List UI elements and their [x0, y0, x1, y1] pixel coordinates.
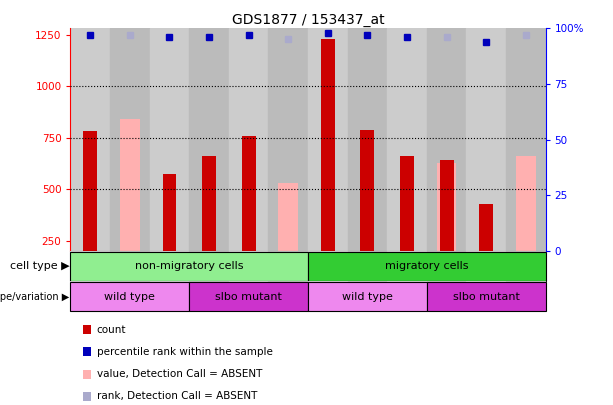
- Bar: [440, 160, 454, 251]
- Text: slbo mutant: slbo mutant: [453, 292, 520, 302]
- Bar: [150, 28, 189, 251]
- Bar: [150, 281, 189, 312]
- Bar: [229, 28, 268, 251]
- Bar: [466, 28, 506, 251]
- Text: value, Detection Call = ABSENT: value, Detection Call = ABSENT: [97, 369, 262, 379]
- Bar: [268, 28, 308, 251]
- Bar: [506, 28, 546, 251]
- Text: migratory cells: migratory cells: [385, 261, 468, 271]
- Bar: [321, 38, 335, 251]
- Bar: [479, 204, 493, 251]
- Bar: [242, 136, 256, 251]
- Bar: [70, 251, 110, 281]
- Bar: [387, 281, 427, 312]
- Bar: [506, 281, 546, 312]
- Bar: [308, 28, 348, 251]
- Bar: [70, 282, 189, 311]
- Text: genotype/variation ▶: genotype/variation ▶: [0, 292, 70, 302]
- Bar: [229, 281, 268, 312]
- Text: wild type: wild type: [342, 292, 393, 302]
- Bar: [189, 282, 308, 311]
- Bar: [308, 251, 348, 281]
- Bar: [150, 251, 189, 281]
- Title: GDS1877 / 153437_at: GDS1877 / 153437_at: [232, 13, 384, 27]
- Bar: [308, 281, 348, 312]
- Text: percentile rank within the sample: percentile rank within the sample: [97, 347, 273, 357]
- Bar: [189, 28, 229, 251]
- Bar: [516, 156, 536, 251]
- Text: non-migratory cells: non-migratory cells: [135, 261, 243, 271]
- Bar: [436, 164, 457, 251]
- Bar: [110, 281, 150, 312]
- Bar: [308, 252, 546, 281]
- Bar: [427, 281, 466, 312]
- Text: wild type: wild type: [104, 292, 155, 302]
- Text: rank, Detection Call = ABSENT: rank, Detection Call = ABSENT: [97, 392, 257, 401]
- Bar: [427, 282, 546, 311]
- Bar: [387, 28, 427, 251]
- Text: cell type ▶: cell type ▶: [10, 261, 70, 271]
- Bar: [110, 251, 150, 281]
- Bar: [400, 156, 414, 251]
- Bar: [466, 281, 506, 312]
- Bar: [466, 251, 506, 281]
- Bar: [387, 251, 427, 281]
- Bar: [202, 156, 216, 251]
- Bar: [162, 174, 177, 251]
- Bar: [70, 28, 110, 251]
- Bar: [268, 251, 308, 281]
- Bar: [348, 281, 387, 312]
- Bar: [348, 28, 387, 251]
- Bar: [308, 282, 427, 311]
- Bar: [110, 28, 150, 251]
- Text: slbo mutant: slbo mutant: [215, 292, 282, 302]
- Bar: [189, 251, 229, 281]
- Bar: [268, 281, 308, 312]
- Bar: [506, 251, 546, 281]
- Bar: [360, 130, 375, 251]
- Bar: [229, 251, 268, 281]
- Bar: [83, 132, 97, 251]
- Bar: [70, 281, 110, 312]
- Bar: [427, 28, 466, 251]
- Bar: [427, 251, 466, 281]
- Bar: [120, 119, 140, 251]
- Bar: [348, 251, 387, 281]
- Bar: [70, 252, 308, 281]
- Bar: [189, 281, 229, 312]
- Text: count: count: [97, 325, 126, 335]
- Bar: [278, 183, 298, 251]
